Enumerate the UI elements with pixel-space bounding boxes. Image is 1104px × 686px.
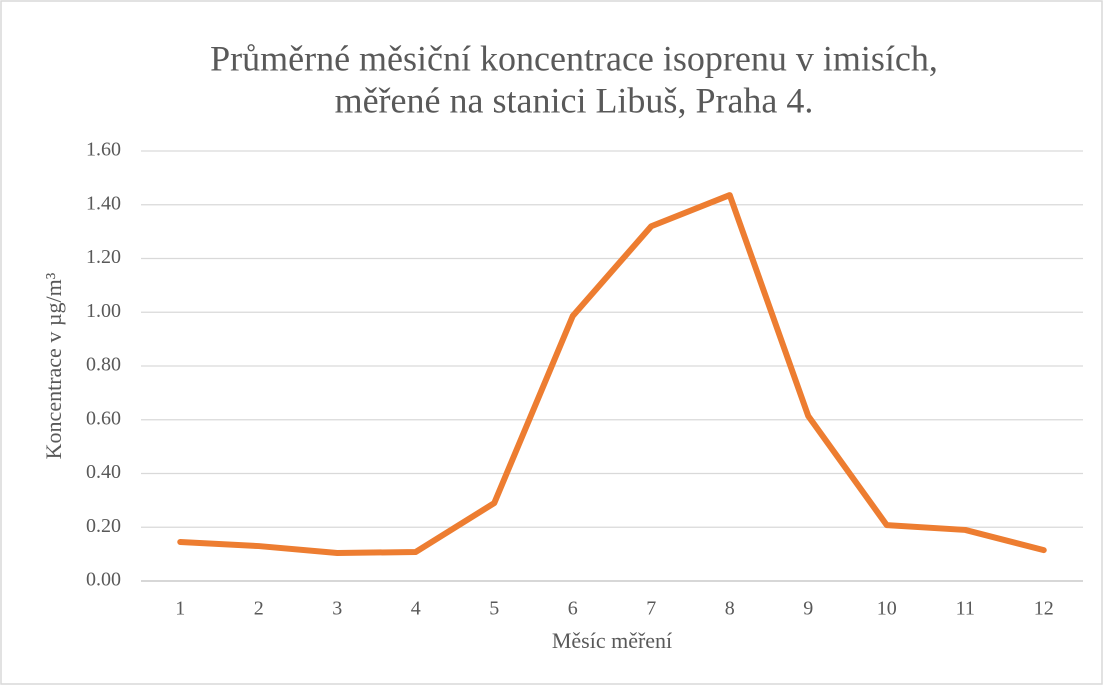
y-axis-label: Koncentrace v µg/m³ — [41, 272, 66, 459]
chart-title: Průměrné měsiční koncentrace isoprenu v … — [210, 38, 938, 78]
x-tick-label: 2 — [254, 598, 264, 620]
x-tick-label: 7 — [646, 598, 656, 620]
y-tick-label: 0.60 — [86, 407, 121, 429]
x-axis-label: Měsíc měření — [552, 628, 672, 653]
x-tick-label: 8 — [725, 598, 735, 620]
y-tick-label: 1.60 — [86, 139, 121, 161]
y-tick-label: 0.40 — [86, 461, 121, 483]
y-tick-label: 0.80 — [86, 354, 121, 376]
line — [177, 192, 1047, 557]
x-tick-label: 10 — [877, 598, 897, 620]
chart-title: měřené na stanici Libuš, Praha 4. — [335, 80, 814, 120]
x-tick-label: 3 — [332, 598, 342, 620]
y-tick-label: 1.00 — [86, 300, 121, 322]
x-tick-label: 4 — [411, 598, 421, 620]
y-tick-label: 1.20 — [86, 246, 121, 268]
x-tick-label: 9 — [803, 598, 813, 620]
x-tick-label: 6 — [568, 598, 578, 620]
y-tick-label: 0.00 — [86, 569, 121, 591]
x-tick-label: 12 — [1034, 598, 1054, 620]
x-tick-label: 5 — [489, 598, 499, 620]
x-tick-label: 11 — [956, 598, 975, 620]
x-tick-label: 1 — [175, 598, 185, 620]
y-tick-label: 0.20 — [86, 515, 121, 537]
y-tick-label: 1.40 — [86, 192, 121, 214]
